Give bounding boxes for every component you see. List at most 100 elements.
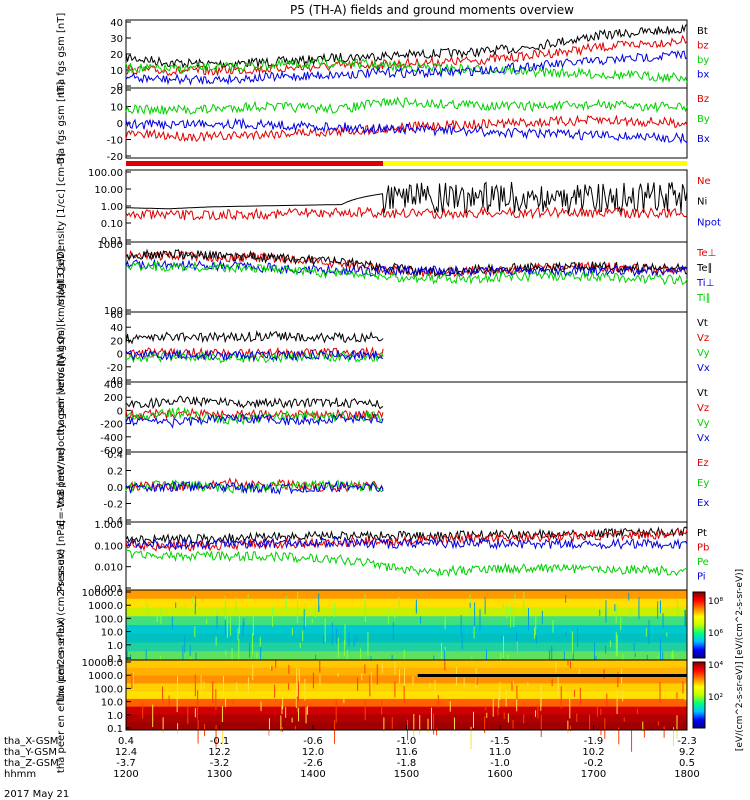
spectrogram-streak: [499, 682, 501, 700]
time-row-label: tha_Y-GSM: [4, 747, 57, 758]
legend-label: Bz: [697, 94, 709, 105]
spectrogram-streak: [160, 609, 162, 624]
spectrogram-streak: [523, 592, 525, 616]
y-tick-label: 200: [104, 393, 123, 404]
orbit-bar-yellow: [383, 161, 687, 166]
spectrogram-streak: [419, 715, 421, 736]
spectrogram-streak: [281, 727, 283, 732]
colorbar-tick: 10⁴: [708, 661, 723, 671]
spectrogram-streak: [622, 689, 624, 702]
spectrogram-streak: [633, 642, 635, 652]
time-row-label: tha_Z-GSM: [4, 758, 59, 769]
panel-8: 1.000 0.100 0.010 0.001 Pressure [nPa] Pt Pb Pe…: [56, 520, 709, 595]
y-tick-label: -10: [107, 136, 123, 147]
y-tick-label: 1000: [98, 240, 123, 251]
spectrogram-streak: [506, 604, 508, 619]
spectrogram-streak: [243, 618, 245, 627]
spectrogram-streak: [225, 650, 227, 656]
spectrogram-streak: [312, 672, 314, 689]
spectrogram-streak: [501, 635, 503, 641]
spectrogram-streak: [337, 672, 339, 677]
legend-label: Vt: [697, 388, 708, 399]
plot-title: P5 (TH-A) fields and ground moments over…: [290, 3, 574, 17]
y-tick-label: 10.0: [101, 698, 123, 709]
panel-3: 100.00 10.00 1.00 0.10 0.01 Density [1/cc] [c…: [56, 153, 721, 259]
spectrogram-streak: [189, 644, 191, 658]
panel-4: 1000 100 magt3 [eV] Te⊥ Te∥ Ti⊥ Ti∥: [56, 240, 716, 317]
time-row-label: tha_X-GSM: [4, 736, 58, 747]
spectrogram-streak: [657, 601, 659, 620]
legend-label: Ey: [697, 478, 709, 489]
spectrogram-streak: [569, 661, 571, 669]
y-tick-label: 100.00: [88, 168, 123, 179]
spectrogram-streak: [275, 660, 277, 669]
spectrogram-streak: [212, 681, 214, 703]
spectrogram-streak: [252, 664, 254, 681]
spectrogram-streak: [484, 716, 486, 734]
spectrogram-streak: [344, 624, 346, 645]
spectrogram-streak: [236, 682, 238, 694]
plot-date: 2017 May 21: [4, 789, 69, 800]
panel-2: 20 10 0 -10 -20 tha fgs gsm [nT] Bz By Bx: [56, 82, 710, 165]
spectrogram-streak: [475, 668, 477, 689]
time-row-value: -2.3: [677, 736, 697, 747]
spectrogram-streak: [238, 639, 240, 661]
spectrogram-streak: [314, 604, 316, 618]
spectrogram-streak: [498, 690, 500, 709]
spectrogram-streak: [560, 686, 562, 709]
spectrogram-streak: [304, 603, 306, 627]
y-tick-label: 10.00: [94, 185, 123, 196]
spectrogram-streak: [334, 720, 336, 744]
time-row-value: 0.5: [679, 758, 695, 769]
series-ti⊥: [125, 258, 688, 278]
spectrogram-streak: [194, 708, 196, 718]
spectrogram-streak: [578, 668, 580, 677]
spectrogram-streak: [476, 675, 478, 685]
spectrogram-streak: [510, 606, 512, 628]
spectrogram-streak: [434, 680, 436, 697]
spectrogram-band: [126, 598, 687, 608]
spectrogram-streak: [232, 700, 234, 705]
legend-label: Vy: [697, 348, 710, 359]
time-row-value: 12.4: [115, 747, 137, 758]
spectrogram-band: [126, 691, 687, 700]
y-tick-label: 0.100: [94, 541, 123, 552]
spectrogram-streak: [567, 660, 569, 666]
spectrogram-streak: [145, 649, 147, 667]
spectrogram-streak: [337, 637, 339, 658]
spectrogram-streak: [319, 661, 321, 673]
spectrogram-streak: [196, 705, 198, 720]
spectrogram-streak: [659, 682, 661, 703]
y-axis-label: Pressure [nPa]: [56, 520, 67, 592]
y-tick-label: -0.2: [103, 500, 123, 511]
colorbar-bottom: [692, 661, 706, 729]
spectrogram-streak: [221, 705, 223, 722]
legend-label: Pt: [697, 528, 707, 539]
time-row-value: 1500: [394, 769, 419, 780]
time-row-value: 1300: [207, 769, 232, 780]
legend-label: Te∥: [696, 263, 713, 274]
spectrogram-streak: [224, 596, 226, 620]
y-tick-label: 400: [104, 380, 123, 391]
spectrogram-streak: [479, 609, 481, 631]
legend-label: Vx: [697, 363, 710, 374]
legend-label: Vz: [697, 333, 709, 344]
spectrogram-streak: [682, 681, 684, 694]
y-tick-label: -0.4: [103, 516, 123, 527]
spectrogram-streak: [297, 591, 299, 601]
legend-label: Pb: [697, 543, 709, 554]
y-tick-label: -200: [100, 420, 123, 431]
spectrogram-streak: [302, 630, 304, 642]
spectrogram-streak: [146, 603, 148, 613]
series-vt: [125, 329, 384, 345]
spectrogram-band: [126, 675, 687, 684]
spectrogram-streak: [131, 673, 133, 689]
spectrogram-streak: [473, 626, 475, 639]
spectrogram-streak: [444, 616, 446, 630]
y-axis-label: E=-VxB [mV/m]: [56, 448, 67, 526]
spectrogram-streak: [605, 645, 607, 654]
spectrogram-streak: [247, 677, 249, 694]
spectrogram-streak: [684, 610, 686, 626]
spectrogram-streak: [427, 718, 429, 733]
spectrogram-streak: [171, 616, 173, 630]
